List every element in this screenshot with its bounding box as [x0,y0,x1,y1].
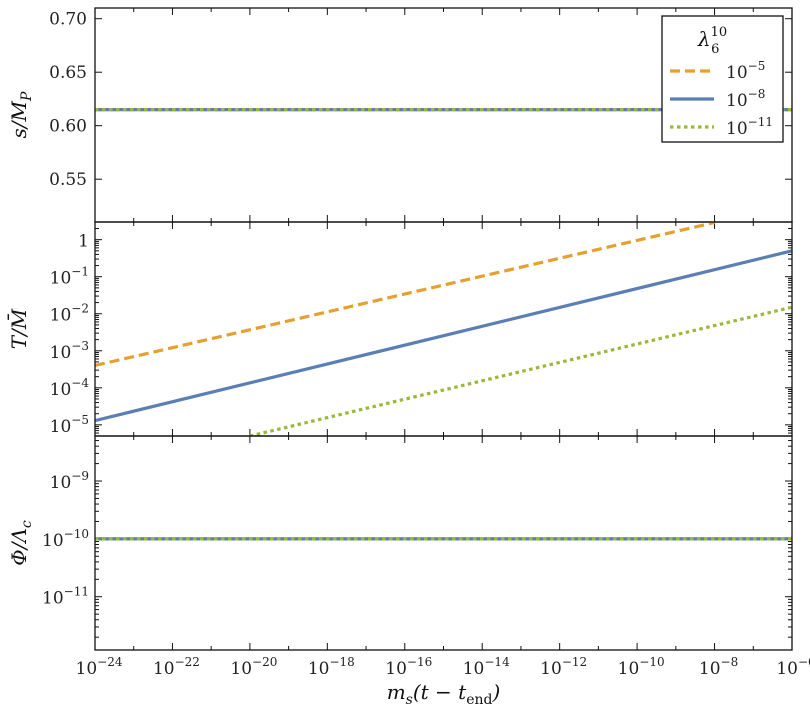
y-axis-title: Φ/Λc [7,520,35,566]
legend-title-main: λ [697,27,711,51]
x-tick-label-exp: −16 [407,655,432,669]
x-tick-label-base: 10 [230,659,252,679]
series-line-solid [95,249,792,423]
panel-frame [94,221,793,437]
y-axis-title-main: Φ/Λ [7,528,31,566]
x-tick-label-base: 10 [776,659,798,679]
x-tick-label: 10−24 [76,655,123,679]
y-tick-label-base: 10 [50,473,72,493]
x-tick-label: 10−10 [618,655,665,679]
legend-title-sup: 10 [711,25,728,40]
y-tick-label: 1 [78,232,89,252]
y-tick-label: 10−2 [50,302,89,326]
y-tick-label: 0.70 [49,10,87,30]
y-axis-title: s/MP [7,91,35,138]
x-tick-label-base: 10 [699,659,721,679]
x-axis-title: ms(t − tend) [387,680,501,708]
x-tick-label-base: 10 [618,659,640,679]
x-tick-label-base: 10 [153,659,175,679]
x-axis-title-sub1: s [406,692,413,708]
y-tick-label-exp: −1 [71,265,89,279]
y-tick-label-base: 10 [50,343,72,363]
y-tick-label-base: 10 [42,589,64,609]
y-tick-label: 0.65 [49,63,87,83]
x-tick-label: 10−8 [699,655,738,679]
x-tick-label: 10−12 [540,655,587,679]
legend-box [661,15,784,143]
x-tick-label-exp: −18 [329,655,354,669]
y-tick-label: 10−9 [50,469,89,493]
legend-label-base: 10 [726,119,748,139]
y-tick-label-exp: −3 [71,339,89,353]
series-line-dotted [249,305,792,436]
y-tick-label: 10−4 [50,376,90,400]
x-tick-label-exp: −20 [252,655,277,669]
x-tick-label: 10−6 [776,655,810,679]
y-tick-label-base: 10 [50,269,72,289]
x-tick-label: 10−22 [153,655,200,679]
x-axis: 10−24 10−22 10−20 10−18 10−16 10−14 10−12 10−10… [76,655,810,708]
y-tick-label-exp: −9 [71,469,89,483]
legend: λ10 610−510−810−11 [661,15,784,143]
y-axis-title-main: s/M [7,100,31,138]
legend-label-base: 10 [726,63,748,83]
legend-label: 10−8 [726,87,765,111]
panel-frame [94,435,793,651]
x-tick-label-base: 10 [463,659,485,679]
x-tick-label-exp: −6 [798,655,810,669]
x-tick-label-exp: −10 [639,655,664,669]
x-tick-label-base: 10 [308,659,330,679]
x-tick-label-exp: −14 [484,655,510,669]
y-tick-label-base: 10 [50,380,72,400]
legend-label-exp: −11 [748,115,773,129]
series-group [95,222,792,436]
x-tick-label: 10−18 [308,655,355,679]
legend-label-exp: −8 [748,87,766,101]
series-line-dashed [95,222,715,368]
y-tick-label-exp: −2 [71,302,89,316]
y-tick-label-base: 1 [78,232,89,252]
y-axis-title: T/M̄ [6,308,31,349]
y-tick-label-base: 10 [50,306,72,326]
y-tick-label: 0.60 [49,117,87,137]
x-tick-label: 10−14 [463,655,510,679]
x-tick-label: 10−16 [385,655,432,679]
x-tick-label: 10−20 [230,655,277,679]
y-tick-label-exp: −4 [71,376,89,390]
y-tick-label: 10−10 [42,527,89,551]
x-tick-label-base: 10 [76,659,98,679]
legend-label: 10−5 [726,59,765,83]
y-axis-title-sub: P [19,91,35,102]
y-tick-label-exp: −11 [64,585,89,599]
y-tick-label-base: 10 [50,417,72,437]
x-axis-title-mid: (t − t [413,680,467,704]
x-tick-label-exp: −22 [175,655,200,669]
x-tick-label-exp: −12 [562,655,587,669]
y-axis-title-sub: c [19,520,35,528]
y-tick-label: 10−5 [50,413,89,437]
x-tick-label-exp: −24 [97,655,123,669]
legend-title: λ10 6 [697,25,727,57]
y-tick-label: 10−3 [50,339,89,363]
legend-label-exp: −5 [748,59,766,73]
x-axis-title-end: ) [491,680,500,704]
y-tick-label: 10−11 [42,585,89,609]
panel-middle: 10−510−410−310−210−11T/M̄ [6,221,793,437]
y-tick-label-exp: −5 [71,413,89,427]
y-tick-label: 10−1 [50,265,89,289]
x-tick-label-base: 10 [540,659,562,679]
legend-label: 10−11 [726,115,773,139]
y-tick-label-base: 10 [42,531,64,551]
x-axis-title-sub2: end [466,692,492,708]
legend-label-base: 10 [726,91,748,111]
x-tick-label-base: 10 [385,659,407,679]
y-tick-label-exp: −10 [64,527,89,541]
legend-title-sub: 6 [711,42,719,57]
x-axis-title-m: m [387,680,406,704]
x-tick-label-exp: −8 [721,655,739,669]
y-tick-label: 0.55 [49,170,87,190]
